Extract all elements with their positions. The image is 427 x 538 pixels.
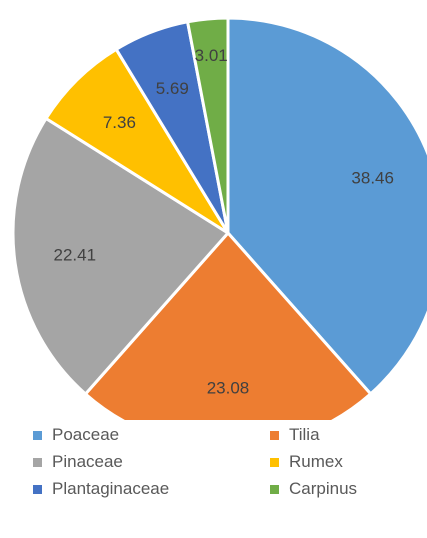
legend-swatch-tilia (270, 430, 279, 440)
legend-swatch-carpinus (270, 484, 279, 494)
pie-data-labels: 38.46 23.08 22.41 7.36 5.69 3.01 (54, 46, 394, 397)
pie-slices (11, 16, 427, 450)
data-label-tilia: 23.08 (207, 378, 250, 397)
legend-item-carpinus: Carpinus (270, 476, 357, 502)
legend-label-carpinus: Carpinus (289, 479, 358, 498)
legend-item-plantaginaceae: Plantaginaceae (33, 476, 169, 502)
pie-slice-poaceae (226, 16, 427, 396)
legend-label-pinaceae: Pinaceae (52, 452, 123, 471)
legend-swatch-rumex (270, 457, 279, 467)
data-label-carpinus: 3.01 (195, 46, 228, 65)
legend-item-poaceae: Poaceae (33, 422, 119, 448)
data-label-plantaginaceae: 5.69 (156, 79, 189, 98)
legend-item-rumex: Rumex (270, 449, 343, 475)
legend-label-rumex: Rumex (289, 452, 343, 471)
pie-slice-carpinus (186, 16, 230, 235)
data-label-rumex: 7.36 (103, 113, 136, 132)
data-label-pinaceae: 22.41 (54, 245, 97, 264)
legend-swatch-poaceae (33, 430, 42, 440)
pie-slice-rumex (44, 47, 230, 235)
pie-chart-svg: 38.46 23.08 22.41 7.36 5.69 3.01 (11, 16, 427, 450)
legend-label-tilia: Tilia (289, 425, 320, 444)
legend-item-pinaceae: Pinaceae (33, 449, 123, 475)
pie-slice-pinaceae (11, 116, 230, 396)
data-label-poaceae: 38.46 (351, 169, 394, 188)
chart-legend: Poaceae Tilia Pinaceae Rumex Plantaginaceae C… (0, 422, 427, 532)
legend-label-plantaginaceae: Plantaginaceae (52, 479, 170, 498)
legend-swatch-pinaceae (33, 457, 42, 467)
legend-item-tilia: Tilia (270, 422, 320, 448)
legend-swatch-plantaginaceae (33, 484, 42, 494)
legend-label-poaceae: Poaceae (52, 425, 120, 444)
